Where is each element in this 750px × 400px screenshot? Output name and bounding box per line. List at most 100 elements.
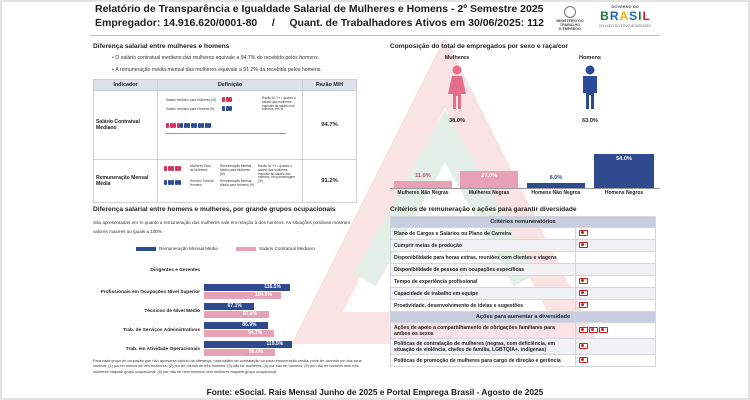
report-header: Relatório de Transparência e Igualdade S…	[95, 3, 555, 31]
composition-category: Mulheres Não Negras	[397, 190, 449, 196]
brasil-letter: B	[600, 9, 609, 23]
def-ratio-text: Razão M / H = quanto o salário das mulhe…	[262, 96, 296, 112]
check-flag-icon	[589, 326, 598, 333]
indicator-name: Salário Contratual Mediano	[93, 90, 158, 160]
criteria-flags	[575, 263, 656, 276]
bar-median-salary	[204, 292, 281, 299]
criteria-group-header: Ações para aumentar a diversidade	[390, 311, 656, 323]
occupation-intro: São apresentadas em % quanto a remuneraç…	[93, 220, 351, 234]
criteria-label: Políticas de promoção de mulheres para c…	[390, 354, 576, 367]
men-label: Homens	[578, 55, 602, 61]
bar-median-salary	[204, 349, 276, 356]
criteria-flags	[575, 354, 656, 367]
check-flag-icon	[579, 342, 588, 349]
composition-value: 8.0%	[549, 174, 563, 181]
check-flag-icon	[579, 301, 588, 308]
criteria-row: Disponibilidade de pessoa em ocupações e…	[390, 263, 656, 276]
criteria-label: Tempo de experiência profissional	[390, 275, 576, 288]
occupation-label: Trab. de Serviços Administrativos	[122, 328, 200, 333]
criteria-row: Plano de Cargos e Salários ou Plano de C…	[390, 227, 656, 240]
ministry-line: E EMPREGO	[559, 27, 581, 32]
women-figures-icon	[222, 97, 233, 104]
ministry-line: TRABALHO	[559, 23, 581, 28]
bar-avg-label: 86.9%	[242, 322, 257, 328]
bar-avg-remuneration	[204, 284, 291, 291]
occupation-title: Diferença salarial entre homens e mulher…	[93, 206, 336, 213]
composition-bar	[527, 182, 585, 188]
check-flag-icon	[579, 277, 588, 284]
men-pct: 63.0%	[582, 118, 598, 124]
indicator-name: Remuneração Mensal Média	[93, 159, 158, 203]
source-footer: Fonte: eSocial. Rais Mensal Junho de 202…	[206, 387, 544, 397]
criteria-table: Critérios remuneratórios Plano de Cargos …	[390, 216, 656, 367]
criteria-row: Disponibilidade para horas extras, reuni…	[390, 251, 656, 264]
bar-median-salary	[204, 330, 275, 337]
composition-category: Homens Negros	[604, 190, 644, 196]
women-label: Mulheres	[444, 55, 470, 61]
definition-axis	[166, 133, 286, 134]
criteria-label: Capacidade de trabalho em equipe	[390, 287, 576, 300]
bar-avg-label: 116.5%	[264, 284, 281, 290]
brasil-wordmark: B R A S I L	[596, 10, 654, 23]
employer-id: Empregador: 14.916.620/0001-80	[95, 17, 258, 29]
brasil-letter: R	[609, 9, 619, 23]
occupation-footnote: Para cada grupo de ocupação que não apre…	[93, 359, 362, 374]
salary-diff-title: Diferença salarial entre mulheres e home…	[93, 43, 230, 50]
col-definition: Definição	[157, 79, 303, 91]
criteria-flags	[575, 338, 656, 355]
occupation-label: Dirigentes e Gerentes	[150, 268, 200, 273]
composition-value: 11.0%	[415, 173, 431, 180]
criteria-flags	[575, 227, 656, 240]
brasil-letter: I	[638, 9, 642, 23]
criteria-flags	[575, 239, 656, 252]
ratio-value: 91.2%	[302, 159, 357, 203]
occupation-label: Técnicos de Nível Médio	[144, 309, 200, 314]
man-icon	[583, 65, 597, 109]
brasil-letter: L	[642, 9, 650, 23]
composition-category: Homens Não Negros	[531, 190, 581, 196]
women-figures-icon	[164, 166, 182, 173]
criteria-row: Capacidade de trabalho em equipe	[390, 287, 656, 300]
criteria-label: Plano de Cargos e Salários ou Plano de C…	[390, 227, 576, 240]
employer-line: Empregador: 14.916.620/0001-80 / Quant. …	[95, 16, 555, 31]
criteria-label: Políticas de contratação de mulheres (ne…	[390, 338, 576, 355]
brasil-letter: S	[629, 9, 638, 23]
bar-avg-remuneration	[204, 303, 254, 310]
check-flag-icon	[579, 229, 588, 236]
criteria-row: Proatividade, desenvolvimento de ideias …	[390, 299, 656, 312]
composition-value: 27.0%	[481, 173, 497, 179]
def-men-median: Salário mediano para Homens (H)	[166, 107, 215, 111]
check-flag-icon	[579, 241, 588, 248]
def-women-median: Salário mediano para Mulheres (M)	[166, 98, 216, 102]
criteria-row: Tempo de experiência profissional	[390, 275, 656, 288]
legend-avg: Remuneração Mensal Média	[136, 246, 218, 251]
criteria-label: Cumprir metas de produção	[390, 239, 576, 252]
woman-icon	[448, 65, 466, 109]
header-divider: /	[271, 17, 275, 29]
def-women-total: Mulheres Total de Mulheres	[190, 164, 211, 172]
composition-bar	[394, 181, 452, 188]
criteria-label: Disponibilidade para horas extras, reuni…	[390, 251, 576, 264]
criteria-row: Políticas de contratação de mulheres (ne…	[390, 338, 656, 355]
check-flag-icon	[579, 326, 588, 333]
check-flag-icon	[599, 326, 608, 333]
brasil-letter: A	[619, 9, 629, 23]
salary-bullet: • O salário contratual mediano das mulhe…	[112, 55, 320, 61]
legend-swatch-median	[236, 246, 256, 251]
bar-median-label: 94.7%	[248, 330, 263, 336]
legend-label: Remuneração Mensal Média	[159, 246, 218, 251]
definition-cell: Mulheres Total de Mulheres Homens Total …	[157, 159, 303, 203]
col-indicator: Indicador	[93, 79, 158, 91]
check-flag-icon	[579, 356, 588, 363]
def-women-avg: Remuneração Mensal Média para Mulheres (…	[220, 164, 252, 176]
criteria-row: Políticas de promoção de mulheres para c…	[390, 354, 656, 367]
report-title: Relatório de Transparência e Igualdade S…	[95, 3, 544, 15]
bar-avg-remuneration	[204, 341, 293, 348]
def-men-avg: Remuneração Mensal Média para Homens (H)	[220, 179, 255, 187]
criteria-flags	[575, 275, 656, 288]
legend-median: Salário Contratual Mediano	[236, 246, 315, 251]
bar-median-salary	[204, 311, 269, 318]
bar-avg-remuneration	[204, 322, 269, 329]
criteria-label: Disponibilidade de pessoa em ocupações e…	[390, 263, 576, 276]
